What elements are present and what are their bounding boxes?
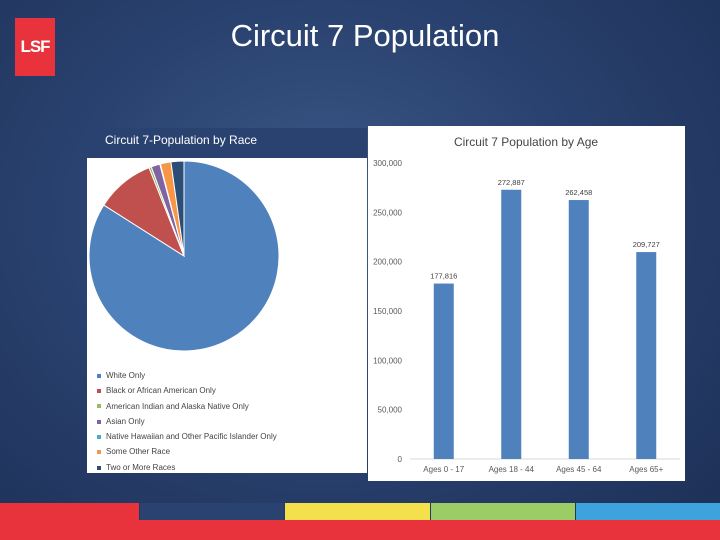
legend-swatch: [97, 373, 101, 378]
x-tick-label: Ages 65+: [629, 465, 663, 474]
legend-item: Two or More Races: [97, 460, 367, 475]
legend-swatch: [97, 404, 101, 409]
bottom-red-bar: [0, 520, 720, 540]
bar-data-label: 209,727: [633, 240, 660, 249]
lsf-logo: LSF: [15, 18, 55, 76]
slide-title: Circuit 7 Population: [230, 18, 500, 53]
strip-segment: [0, 503, 140, 520]
legend-item: Black or African American Only: [97, 383, 367, 398]
legend-label: Asian Only: [106, 416, 145, 426]
bottom-color-strip: [0, 503, 720, 520]
legend-item: Native Hawaiian and Other Pacific Island…: [97, 429, 367, 444]
bar: [568, 200, 589, 459]
pie-slice: [170, 160, 185, 257]
bar-chart-plot: Circuit 7 Population by Age 0 50,000 100,0…: [373, 135, 680, 474]
strip-segment: [140, 503, 285, 520]
legend-label: American Indian and Alaska Native Only: [106, 401, 249, 411]
strip-segment: [575, 503, 720, 520]
bar-data-label: 262,458: [565, 188, 592, 197]
bar: [433, 283, 454, 459]
x-tick-label: Ages 45 - 64: [556, 465, 602, 474]
x-tick-label: Ages 18 - 44: [489, 465, 535, 474]
legend-item: Some Other Race: [97, 444, 367, 459]
legend-label: Some Other Race: [106, 447, 171, 457]
bar: [501, 189, 522, 459]
legend-item: White Only: [97, 368, 367, 383]
race-pie-chart: Circuit 7-Population by Race White Only B…: [87, 128, 367, 473]
pie-chart-plot: [88, 160, 280, 352]
y-tick-label: 200,000: [373, 258, 402, 267]
y-tick-label: 150,000: [373, 307, 402, 316]
legend-swatch: [97, 435, 101, 440]
y-tick-label: 300,000: [373, 159, 402, 168]
age-bar-chart: Circuit 7 Population by Age 0 50,000 100,0…: [368, 126, 685, 481]
legend-swatch: [97, 419, 101, 424]
pie-legend: White Only Black or African American Only…: [97, 368, 367, 475]
legend-swatch: [97, 389, 101, 394]
legend-swatch: [97, 450, 101, 455]
bar-data-label: 272,887: [498, 178, 525, 187]
y-tick-label: 250,000: [373, 208, 402, 217]
x-tick-label: Ages 0 - 17: [423, 465, 464, 474]
pie-chart-title: Circuit 7-Population by Race: [87, 128, 367, 158]
bar-data-label: 177,816: [430, 272, 457, 281]
strip-segment: [430, 503, 575, 520]
y-tick-label: 100,000: [373, 356, 402, 365]
legend-item: Asian Only: [97, 414, 367, 429]
bar: [636, 252, 657, 459]
y-tick-label: 50,000: [378, 406, 403, 415]
y-tick-label: 0: [398, 455, 403, 464]
legend-label: Native Hawaiian and Other Pacific Island…: [106, 432, 277, 442]
legend-label: Black or African American Only: [106, 386, 216, 396]
legend-label: Two or More Races: [106, 462, 176, 472]
legend-swatch: [97, 465, 101, 470]
strip-segment: [285, 503, 430, 520]
legend-item: American Indian and Alaska Native Only: [97, 399, 367, 414]
legend-label: White Only: [106, 371, 146, 380]
bar-chart-title: Circuit 7 Population by Age: [454, 135, 598, 149]
